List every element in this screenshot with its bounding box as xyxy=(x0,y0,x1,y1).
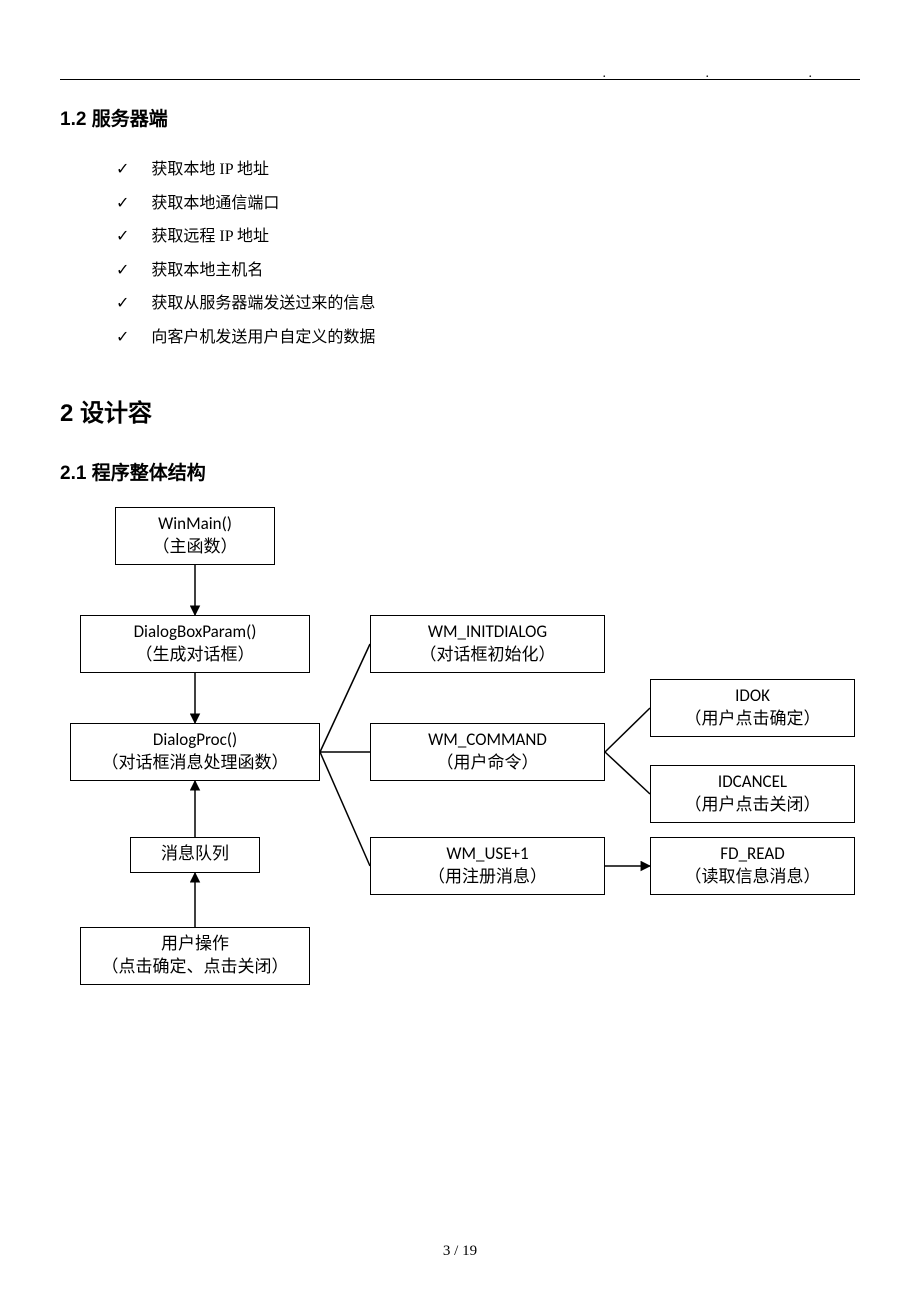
flowchart-node-wm_init: WM_INITDIALOG（对话框初始化） xyxy=(370,615,605,673)
checklist-item-label: 向客户机发送用户自定义的数据 xyxy=(151,321,375,355)
checklist-item: ✓ 获取本地 IP 地址 xyxy=(116,153,860,187)
flowchart-node-dlgproc: DialogProc()（对话框消息处理函数） xyxy=(70,723,320,781)
node-title: 用户操作 xyxy=(161,933,229,956)
checklist-item: ✓ 获取本地主机名 xyxy=(116,254,860,288)
checklist-item-label: 获取远程 IP 地址 xyxy=(151,220,269,254)
node-title: DialogProc() xyxy=(153,729,237,752)
flowchart-node-winmain: WinMain()（主函数） xyxy=(115,507,275,565)
server-checklist: ✓获取本地 IP 地址✓获取本地通信端口✓获取远程 IP 地址✓获取本地主机名✓… xyxy=(116,153,860,355)
heading-2-1: 2.1 程序整体结构 xyxy=(60,458,860,485)
flowchart-node-userop: 用户操作（点击确定、点击关闭） xyxy=(80,927,310,985)
node-title: WM_USE+1 xyxy=(446,843,528,866)
node-subtitle: （对话框初始化） xyxy=(420,644,556,667)
flowchart-node-wm_cmd: WM_COMMAND（用户命令） xyxy=(370,723,605,781)
node-subtitle: （用注册消息） xyxy=(428,866,547,889)
node-title: WM_COMMAND xyxy=(428,729,547,752)
checklist-item: ✓ 获取从服务器端发送过来的信息 xyxy=(116,287,860,321)
node-title: IDOK xyxy=(735,685,770,708)
flowchart-node-msgq: 消息队列 xyxy=(130,837,260,873)
node-title: DialogBoxParam() xyxy=(134,621,257,644)
node-title: FD_READ xyxy=(720,843,784,866)
node-subtitle: （读取信息消息） xyxy=(685,866,821,889)
header-dots: . . . xyxy=(603,66,861,82)
check-icon: ✓ xyxy=(116,287,129,321)
page-number: 3 / 19 xyxy=(0,1243,920,1260)
flowchart-node-idok: IDOK（用户点击确定） xyxy=(650,679,855,737)
checklist-item-label: 获取从服务器端发送过来的信息 xyxy=(151,287,375,321)
check-icon: ✓ xyxy=(116,153,129,187)
flowchart-node-idcancel: IDCANCEL（用户点击关闭） xyxy=(650,765,855,823)
heading-1-2: 1.2 服务器端 xyxy=(60,104,860,131)
check-icon: ✓ xyxy=(116,220,129,254)
flowchart-edge xyxy=(605,752,650,794)
flowchart-node-wm_use: WM_USE+1（用注册消息） xyxy=(370,837,605,895)
node-title: 消息队列 xyxy=(161,843,229,866)
node-subtitle: （用户命令） xyxy=(437,752,539,775)
checklist-item-label: 获取本地通信端口 xyxy=(151,187,279,221)
check-icon: ✓ xyxy=(116,321,129,355)
flowchart-edge xyxy=(320,644,370,752)
node-title: IDCANCEL xyxy=(718,771,787,794)
node-subtitle: （生成对话框） xyxy=(136,644,255,667)
node-title: WM_INITDIALOG xyxy=(428,621,547,644)
flowchart: WinMain()（主函数）DialogBoxParam()（生成对话框）Dia… xyxy=(60,507,860,1037)
check-icon: ✓ xyxy=(116,254,129,288)
checklist-item: ✓ 获取远程 IP 地址 xyxy=(116,220,860,254)
flowchart-edge xyxy=(320,752,370,866)
header-rule: . . . xyxy=(60,78,860,80)
checklist-item: ✓ 获取本地通信端口 xyxy=(116,187,860,221)
node-subtitle: （用户点击关闭） xyxy=(685,794,821,817)
checklist-item: ✓ 向客户机发送用户自定义的数据 xyxy=(116,321,860,355)
node-title: WinMain() xyxy=(158,513,232,536)
heading-2: 2 设计容 xyxy=(60,393,860,428)
node-subtitle: （对话框消息处理函数） xyxy=(102,752,289,775)
node-subtitle: （点击确定、点击关闭） xyxy=(102,956,289,979)
node-subtitle: （用户点击确定） xyxy=(685,708,821,731)
flowchart-edge xyxy=(605,708,650,752)
node-subtitle: （主函数） xyxy=(153,536,238,559)
checklist-item-label: 获取本地 IP 地址 xyxy=(151,153,269,187)
flowchart-node-fdread: FD_READ（读取信息消息） xyxy=(650,837,855,895)
checklist-item-label: 获取本地主机名 xyxy=(151,254,263,288)
check-icon: ✓ xyxy=(116,187,129,221)
flowchart-node-dlgbox: DialogBoxParam()（生成对话框） xyxy=(80,615,310,673)
